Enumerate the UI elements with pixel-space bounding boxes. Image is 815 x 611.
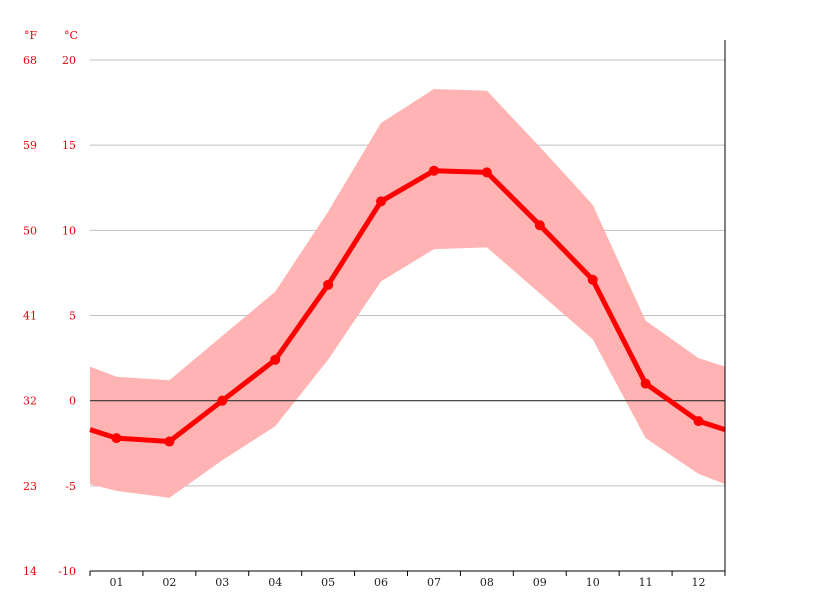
data-point-09 bbox=[534, 220, 545, 231]
x-tick-label: 12 bbox=[692, 576, 706, 589]
data-point-12 bbox=[693, 416, 704, 427]
data-point-10 bbox=[587, 274, 598, 285]
y-tick-label-fahrenheit: 50 bbox=[23, 224, 37, 237]
y-tick-label-fahrenheit: 41 bbox=[23, 310, 37, 323]
data-point-03 bbox=[217, 395, 228, 406]
x-tick-label: 10 bbox=[586, 576, 600, 589]
axes bbox=[89, 40, 726, 576]
x-tick-labels: 01 02 03 04 05 06 07 08 09 10 11 12 bbox=[109, 576, 705, 589]
x-tick-label: 07 bbox=[427, 576, 441, 589]
data-point-02 bbox=[164, 436, 175, 447]
y-tick-label-celsius: 20 bbox=[62, 54, 76, 67]
unit-label-fahrenheit: °F bbox=[24, 29, 38, 42]
data-point-08 bbox=[481, 167, 492, 178]
y-tick-label-celsius: -5 bbox=[65, 480, 76, 493]
x-tick-label: 01 bbox=[109, 576, 123, 589]
x-tick-label: 11 bbox=[639, 576, 653, 589]
x-tick-label: 09 bbox=[533, 576, 547, 589]
y-tick-label-celsius: 5 bbox=[69, 310, 76, 323]
y-tick-label-celsius: 0 bbox=[69, 395, 76, 408]
data-point-01 bbox=[111, 433, 122, 444]
y-tick-label-celsius: 10 bbox=[62, 224, 76, 237]
x-tick-label: 08 bbox=[480, 576, 494, 589]
mean-temperature-series bbox=[89, 165, 726, 447]
y-tick-label-fahrenheit: 23 bbox=[23, 480, 37, 493]
x-tick-label: 04 bbox=[268, 576, 282, 589]
data-point-04 bbox=[270, 354, 281, 365]
y-tick-label-fahrenheit: 59 bbox=[23, 139, 37, 152]
range-band-area bbox=[90, 89, 725, 498]
x-tick-label: 05 bbox=[321, 576, 335, 589]
x-tick-label: 03 bbox=[215, 576, 229, 589]
y-tick-labels: °F °C 68 20 59 15 50 10 41 5 32 0 23 -5 14 -10 bbox=[23, 29, 78, 578]
x-tick-label: 06 bbox=[374, 576, 388, 589]
y-tick-label-fahrenheit: 32 bbox=[23, 395, 37, 408]
data-point-05 bbox=[323, 279, 334, 290]
data-point-07 bbox=[428, 165, 439, 176]
mean-temperature-line bbox=[89, 168, 726, 444]
y-tick-label-celsius: -10 bbox=[58, 565, 76, 578]
temperature-range-band bbox=[90, 89, 725, 498]
data-point-11 bbox=[640, 378, 651, 389]
x-tick-label: 02 bbox=[162, 576, 176, 589]
y-tick-label-celsius: 15 bbox=[62, 139, 76, 152]
unit-label-celsius: °C bbox=[64, 29, 78, 42]
data-point-06 bbox=[376, 196, 387, 207]
y-tick-label-fahrenheit: 68 bbox=[23, 54, 37, 67]
y-tick-label-fahrenheit: 14 bbox=[23, 565, 37, 578]
